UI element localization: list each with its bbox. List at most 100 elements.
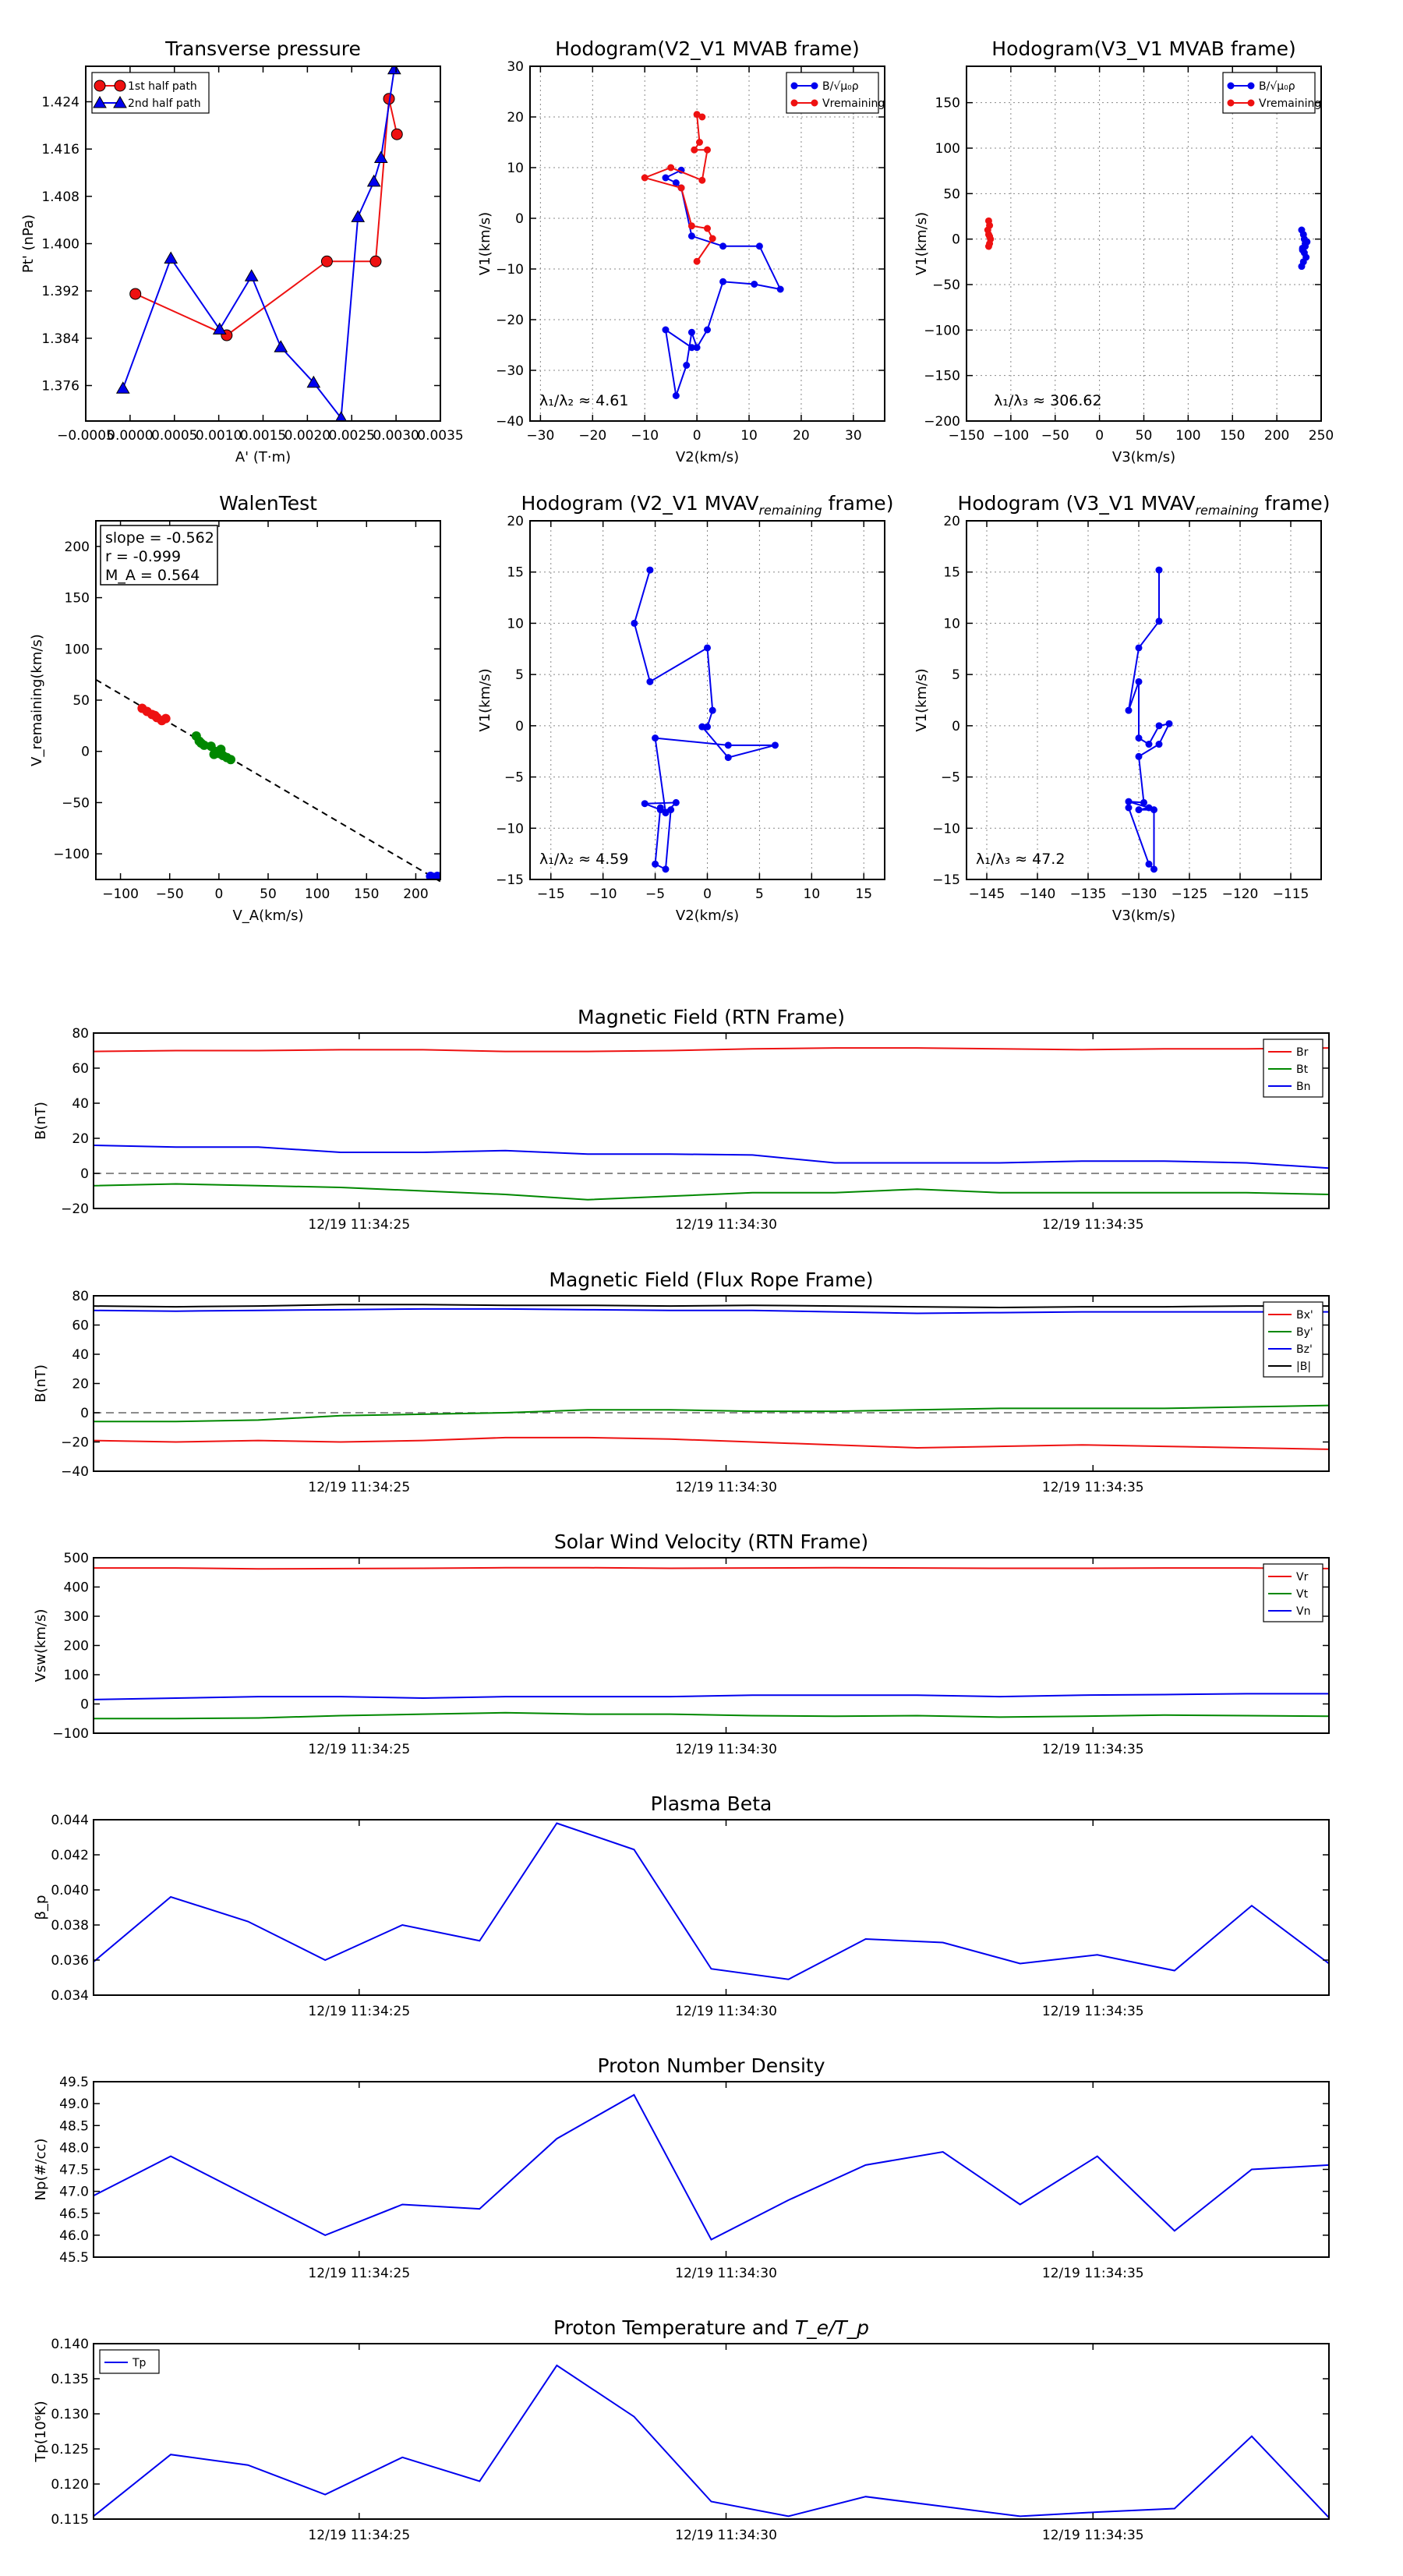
series-line-Vr: [94, 1566, 1329, 1570]
data-point: [641, 174, 648, 182]
data-point: [391, 128, 403, 140]
x-tick-label: −10: [589, 886, 617, 902]
x-tick-label: −145: [969, 886, 1005, 902]
x-tick-label: −115: [1273, 886, 1309, 902]
data-point: [646, 678, 654, 685]
x-tick-label: 0.0030: [373, 428, 419, 444]
y-tick-label: 0: [515, 211, 524, 227]
x-tick-label: 50: [260, 886, 277, 902]
data-point: [687, 222, 695, 230]
y-tick-label: 5: [952, 667, 960, 683]
x-tick-label: 0.0035: [417, 428, 463, 444]
y-tick-label: 0.140: [51, 2337, 89, 2352]
y-axis-label: V1(km/s): [477, 212, 493, 275]
y-tick-label: 0: [80, 1166, 89, 1182]
eigen-ratio-annotation: λ₁/λ₂ ≈ 4.61: [539, 392, 628, 409]
x-tick-label: 0.0005: [151, 428, 197, 444]
x-tick-label: 5: [755, 886, 764, 902]
y-axis-label: V_remaining(km/s): [29, 634, 45, 766]
panel-title: Magnetic Field (RTN Frame): [578, 1006, 845, 1028]
data-point: [709, 235, 716, 242]
x-tick-label: 12/19 11:34:25: [308, 2004, 410, 2019]
data-point: [320, 255, 333, 267]
data-point: [986, 232, 994, 240]
data-point: [719, 242, 727, 250]
data-point: [667, 164, 675, 172]
legend-marker: [790, 99, 798, 107]
y-tick-label: 0.040: [51, 1883, 89, 1898]
x-tick-label: −10: [631, 428, 659, 444]
y-tick-label: 100: [935, 141, 960, 157]
y-tick-label: 60: [72, 1061, 89, 1077]
data-point: [662, 809, 670, 817]
legend-label: Vt: [1296, 1588, 1309, 1601]
x-tick-label: 12/19 11:34:30: [675, 2528, 777, 2543]
data-point: [719, 278, 727, 285]
x-tick-label: −15: [537, 886, 565, 902]
y-tick-label: −10: [496, 821, 524, 837]
y-tick-label: 20: [507, 514, 524, 529]
data-point: [351, 210, 366, 222]
data-point: [709, 706, 716, 714]
x-axis-label: V3(km/s): [1112, 449, 1175, 465]
series-line-0: [135, 98, 398, 337]
legend-marker: [113, 95, 127, 108]
y-tick-label: −15: [932, 872, 960, 888]
x-tick-label: 0: [693, 428, 702, 444]
plot-area: [984, 217, 1311, 271]
data-point: [1125, 804, 1133, 812]
data-point: [1135, 734, 1143, 742]
y-tick-label: 40: [72, 1096, 89, 1112]
x-tick-label: 200: [403, 886, 428, 902]
data-point: [150, 710, 160, 720]
axes-frame: [93, 1557, 1330, 1734]
plot-area: [631, 566, 779, 873]
plot-area: [137, 703, 440, 879]
y-axis-label: Tp(10⁶K): [33, 2401, 49, 2462]
y-tick-label: −15: [496, 872, 524, 888]
plot-area: [94, 2093, 1329, 2241]
x-tick-label: 0: [703, 886, 712, 902]
y-tick-label: 48.5: [59, 2118, 89, 2134]
panel-title: Hodogram (V2_V1 MVAVremaining frame): [521, 492, 894, 518]
x-tick-label: −50: [1041, 428, 1069, 444]
y-tick-label: 5: [515, 667, 524, 683]
x-tick-label: −100: [993, 428, 1030, 444]
data-point: [209, 749, 219, 759]
panel-title: WalenTest: [219, 492, 317, 515]
series-line-0: [1128, 570, 1171, 872]
stats-line: slope = -0.562: [105, 529, 214, 547]
data-point: [704, 146, 711, 154]
y-tick-label: 60: [72, 1318, 89, 1334]
data-point: [1155, 741, 1163, 748]
x-tick-label: 12/19 11:34:35: [1042, 1742, 1144, 1757]
y-tick-label: 15: [943, 565, 960, 581]
plot-area: [94, 1566, 1329, 1720]
y-axis-label: β_p: [33, 1895, 49, 1920]
x-tick-label: 100: [1175, 428, 1200, 444]
x-tick-label: 12/19 11:34:25: [308, 1742, 410, 1757]
data-point: [683, 362, 691, 369]
y-tick-label: 20: [943, 514, 960, 529]
x-tick-label: 100: [305, 886, 330, 902]
axes-frame: [529, 65, 885, 422]
y-tick-label: 50: [943, 186, 960, 202]
y-tick-label: 1.384: [41, 331, 80, 347]
x-tick-label: 12/19 11:34:35: [1042, 2266, 1144, 2281]
y-tick-label: 1.408: [41, 189, 80, 205]
data-point: [656, 804, 664, 812]
y-tick-label: −30: [496, 363, 524, 379]
data-point: [704, 225, 711, 232]
y-tick-label: 150: [65, 591, 90, 607]
series-line-Np: [94, 2093, 1329, 2241]
axes-frame: [966, 520, 1322, 880]
x-tick-label: 250: [1309, 428, 1334, 444]
series-line-Bx': [94, 1436, 1329, 1450]
data-point: [695, 139, 703, 146]
series-line-Vn: [94, 1693, 1329, 1700]
x-tick-label: 20: [793, 428, 810, 444]
x-tick-label: 15: [855, 886, 872, 902]
data-point: [1150, 806, 1157, 814]
data-point: [698, 723, 706, 731]
plot-area: [115, 66, 403, 421]
